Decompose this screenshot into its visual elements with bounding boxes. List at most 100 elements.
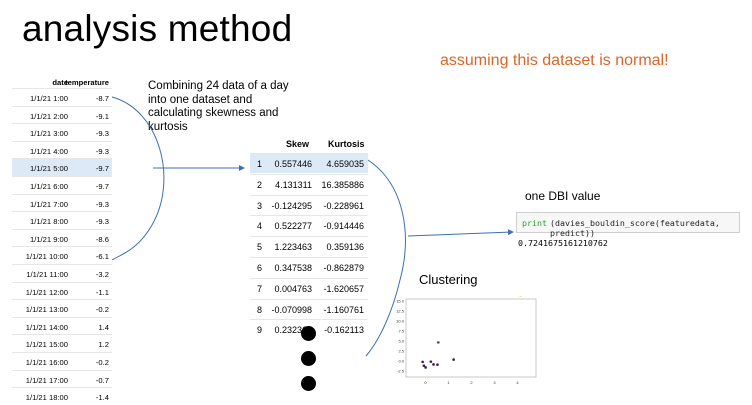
- table-row: 1/1/21 4:00 -9.3: [12, 140, 112, 159]
- temperature-cell: -9.3: [95, 199, 109, 209]
- date-cell: 1/1/21 12:00: [25, 287, 68, 297]
- table-row: 1/1/21 16:00 -0.2: [12, 352, 112, 370]
- x-tick-label: 4: [516, 380, 519, 385]
- table-row: 7 0.004763 -1.620657: [250, 277, 368, 298]
- table-row: 1/1/21 10:00 -6.1: [12, 246, 112, 264]
- scatter-point: [424, 366, 427, 369]
- table-row: 1/1/21 5:00 -9.7: [12, 158, 112, 177]
- table-row: 1/1/21 18:00 -1.4: [12, 387, 112, 405]
- scatter-point: [436, 363, 439, 366]
- index-cell: 4: [256, 221, 262, 232]
- date-cell: 1/1/21 15:00: [25, 340, 68, 350]
- kurtosis-cell: 16.385886: [321, 179, 364, 190]
- date-cell: 1/1/21 7:00: [29, 199, 68, 209]
- ellipsis-dot-icon: [301, 326, 316, 341]
- temperature-cell: -8.6: [95, 234, 109, 244]
- code-output: 0.7241675161210762: [518, 238, 608, 248]
- table-row: 1/1/21 9:00 -8.6: [12, 228, 112, 247]
- skew-header: Skew: [286, 139, 310, 149]
- skew-cell: 0.004763: [274, 283, 312, 294]
- code-print-keyword: print: [522, 218, 547, 228]
- scatter-point: [452, 358, 455, 361]
- skew-cell: 0.232369: [274, 325, 312, 336]
- y-tick-label: 2.5: [398, 349, 404, 354]
- temperature-cell: -0.2: [95, 305, 109, 315]
- scatter-point: [421, 360, 424, 364]
- index-cell: 7: [256, 283, 262, 294]
- temperature-cell: -9.3: [95, 146, 109, 156]
- date-header: date: [52, 78, 68, 87]
- code-text: (davies_bouldin_score(featuredata, predi…: [550, 218, 720, 238]
- date-cell: 1/1/21 9:00: [29, 234, 68, 244]
- skew-cell: 0.522277: [274, 221, 312, 232]
- y-tick-label: 7.5: [398, 329, 404, 334]
- brace-arrow: [111, 96, 165, 261]
- scatter-point: [519, 296, 522, 297]
- temperature-header: temperature: [65, 78, 109, 87]
- table-row: 1/1/21 6:00 -9.7: [12, 176, 112, 194]
- kurtosis-cell: -0.162113: [324, 325, 364, 336]
- date-cell: 1/1/21 11:00: [26, 270, 68, 279]
- skew-cell: 0.557446: [274, 159, 312, 169]
- table-row: 6 0.347538 -0.862879: [250, 257, 368, 277]
- date-cell: 1/1/21 13:00: [25, 305, 68, 315]
- date-cell: 1/1/21 1:00: [29, 94, 68, 103]
- table-row: 8 -0.070998 -1.160761: [250, 298, 368, 319]
- skew-cell: -0.124295: [271, 200, 312, 211]
- skew-cell: 0.347538: [274, 263, 312, 273]
- date-cell: 1/1/21 16:00: [25, 358, 68, 367]
- table-row: 1/1/21 15:00 1.2: [12, 334, 112, 352]
- temperature-cell: -9.3: [95, 217, 109, 227]
- index-cell: 8: [256, 304, 262, 315]
- skew-cell: 1.223463: [274, 242, 312, 253]
- temperature-cell: -9.1: [95, 111, 109, 121]
- temperature-cell: -8.7: [95, 94, 109, 103]
- x-tick-label: 1: [447, 380, 450, 385]
- y-tick-label: -2.5: [397, 369, 405, 374]
- date-cell: 1/1/21 10:00: [25, 252, 68, 262]
- code-cell: print (davies_bouldin_score(featuredata,…: [516, 212, 740, 238]
- table-row: 1/1/21 11:00 -3.2: [12, 264, 112, 282]
- date-cell: 1/1/21 6:00: [29, 182, 68, 191]
- index-cell: 5: [256, 242, 262, 253]
- table-row: 1/1/21 7:00 -9.3: [12, 193, 112, 212]
- temperature-cell: -3.2: [95, 270, 109, 279]
- date-cell: 1/1/21 8:00: [29, 217, 68, 227]
- y-tick-label: 15.0: [396, 299, 405, 304]
- index-cell: 3: [256, 200, 262, 211]
- table-row: 1/1/21 17:00 -0.7: [12, 369, 112, 388]
- y-tick-label: 10.0: [396, 319, 405, 324]
- normality-note: assuming this dataset is normal!: [440, 52, 669, 69]
- date-cell: 1/1/21 5:00: [29, 164, 68, 174]
- to-dbi-arrow: [407, 229, 514, 237]
- x-tick-label: 3: [493, 380, 496, 385]
- temperature-cell: -6.1: [95, 252, 109, 262]
- process-description: Combining 24 data of a day into one data…: [148, 80, 289, 133]
- kurtosis-cell: -1.620657: [323, 283, 364, 294]
- table-row: 1/1/21 8:00 -9.3: [12, 211, 112, 229]
- page-title: analysis method: [22, 8, 293, 49]
- index-cell: 1: [256, 159, 262, 169]
- ellipsis-dot-icon: [301, 376, 316, 391]
- table-row: 9 0.232369 -0.162113: [250, 319, 368, 339]
- table-row: 2 4.131311 16.385886: [250, 173, 368, 194]
- kurtosis-header: Kurtosis: [328, 139, 365, 149]
- kurtosis-cell: -0.862879: [323, 263, 364, 273]
- scatter-point: [422, 364, 426, 367]
- table-row: 1/1/21 12:00 -1.1: [12, 281, 112, 300]
- clustering-label: Clustering: [419, 272, 478, 287]
- table-row: 1/1/21 2:00 -9.1: [12, 105, 112, 124]
- temperature-cell: -1.1: [95, 287, 109, 297]
- table-row: 1/1/21 1:00 -8.7: [12, 88, 112, 106]
- table-row: 1 0.557446 4.659035: [250, 153, 368, 173]
- brace-arrow-right: [365, 159, 406, 357]
- x-tick-label: 2: [470, 380, 473, 385]
- index-cell: 6: [256, 263, 262, 273]
- date-cell: 1/1/21 17:00: [25, 375, 68, 385]
- kurtosis-cell: 4.659035: [326, 159, 364, 169]
- date-cell: 1/1/21 3:00: [29, 129, 68, 139]
- kurtosis-cell: 0.359136: [326, 242, 364, 253]
- kurtosis-cell: -0.914446: [323, 221, 364, 232]
- temperature-cell: 1.2: [98, 340, 109, 350]
